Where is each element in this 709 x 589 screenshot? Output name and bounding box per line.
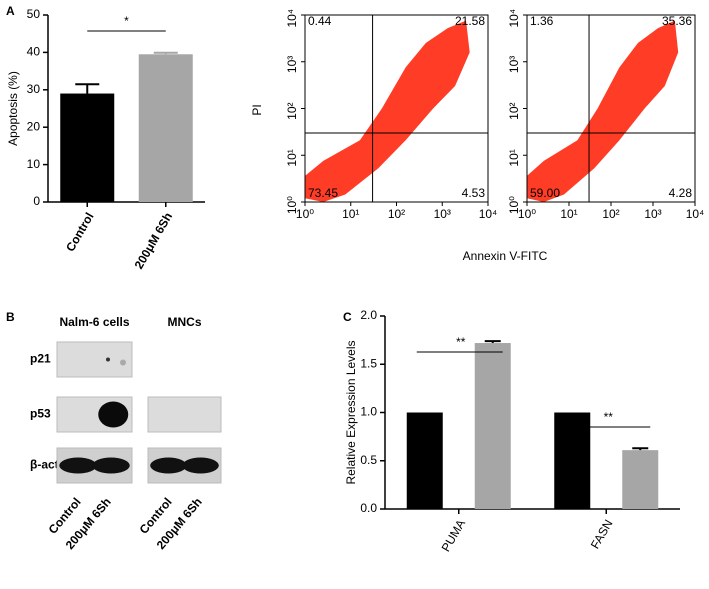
x-tick-label: 10³ bbox=[434, 207, 451, 221]
error-bar bbox=[75, 83, 100, 94]
y-axis-label: PI bbox=[250, 104, 264, 115]
quadrant-percent: 21.58 bbox=[455, 14, 485, 28]
significance-label: ** bbox=[604, 410, 614, 424]
x-tick-label: 10⁴ bbox=[686, 207, 705, 221]
event-cloud bbox=[527, 20, 679, 202]
y-tick-label: 10⁰ bbox=[507, 196, 521, 214]
y-tick-label: 1.0 bbox=[360, 405, 377, 419]
quadrant-percent: 4.53 bbox=[462, 186, 486, 200]
y-tick-label: 10⁴ bbox=[285, 9, 299, 28]
bar bbox=[406, 412, 443, 509]
blot-band bbox=[98, 401, 129, 428]
y-tick-label: 10⁴ bbox=[507, 9, 521, 28]
y-axis-label: Relative Expression Levels bbox=[344, 340, 358, 484]
bar bbox=[60, 93, 115, 202]
panel-letter: C bbox=[343, 310, 352, 324]
y-tick-label: 10² bbox=[507, 102, 521, 119]
y-tick-label: 10¹ bbox=[507, 149, 521, 166]
y-tick-label: 10³ bbox=[285, 56, 299, 73]
blot-band bbox=[150, 457, 187, 474]
quadrant-percent: 0.44 bbox=[308, 14, 332, 28]
blot-band bbox=[120, 359, 126, 366]
x-tick-label: 10¹ bbox=[560, 207, 577, 221]
bar bbox=[474, 343, 511, 509]
blot-group-label: MNCs bbox=[167, 315, 201, 329]
bar bbox=[622, 450, 659, 509]
x-tick-label: 10¹ bbox=[342, 207, 359, 221]
error-bar bbox=[153, 51, 178, 55]
blot-panel bbox=[147, 396, 222, 433]
y-tick-label: 30 bbox=[27, 82, 41, 96]
y-tick-label: 1.5 bbox=[360, 356, 377, 370]
bar bbox=[554, 412, 591, 509]
panel-letter: B bbox=[6, 310, 15, 324]
x-tick-label: PUMA bbox=[439, 517, 468, 554]
x-tick-label: 200μM 6Sh bbox=[132, 210, 175, 271]
blot-group-label: Nalm-6 cells bbox=[59, 315, 129, 329]
x-tick-label: 10⁰ bbox=[518, 207, 536, 221]
blot-row-label: p53 bbox=[30, 407, 51, 421]
quadrant-percent: 35.36 bbox=[662, 14, 692, 28]
quadrant-percent: 4.28 bbox=[669, 186, 693, 200]
y-tick-label: 20 bbox=[27, 119, 41, 133]
y-tick-label: 40 bbox=[27, 45, 41, 59]
x-axis-label: Annexin V-FITC bbox=[463, 249, 548, 263]
y-tick-label: 10 bbox=[27, 157, 41, 171]
x-tick-label: 10² bbox=[602, 207, 619, 221]
x-tick-label: 10³ bbox=[644, 207, 661, 221]
x-tick-label: 10⁰ bbox=[296, 207, 314, 221]
x-tick-label: 10² bbox=[388, 207, 405, 221]
event-cloud bbox=[305, 20, 470, 202]
quadrant-percent: 1.36 bbox=[530, 14, 554, 28]
y-tick-label: 10¹ bbox=[285, 149, 299, 166]
significance-label: ** bbox=[456, 335, 466, 349]
blot-row-label: p21 bbox=[30, 352, 51, 366]
y-tick-label: 10³ bbox=[507, 56, 521, 73]
y-axis-label: Apoptosis (%) bbox=[6, 71, 20, 146]
y-tick-label: 10² bbox=[285, 102, 299, 119]
bar bbox=[138, 54, 193, 202]
x-tick-label: FASN bbox=[588, 517, 616, 551]
y-tick-label: 50 bbox=[27, 7, 41, 21]
y-tick-label: 0.0 bbox=[360, 501, 377, 515]
blot-band bbox=[59, 457, 97, 474]
y-tick-label: 2.0 bbox=[360, 308, 377, 322]
y-tick-label: 10⁰ bbox=[285, 196, 299, 214]
y-tick-label: 0 bbox=[33, 194, 40, 208]
y-tick-label: 0.5 bbox=[360, 453, 377, 467]
error-bar bbox=[484, 340, 501, 344]
blot-band bbox=[92, 457, 130, 474]
blot-band bbox=[182, 457, 219, 474]
error-bar bbox=[632, 447, 649, 451]
blot-panel bbox=[56, 341, 133, 378]
significance-label: * bbox=[124, 14, 129, 28]
x-tick-label: Control bbox=[63, 210, 96, 254]
quadrant-percent: 59.00 bbox=[530, 186, 560, 200]
blot-band bbox=[106, 357, 110, 362]
quadrant-percent: 73.45 bbox=[308, 186, 338, 200]
panel-letter: A bbox=[6, 4, 15, 18]
x-tick-label: 10⁴ bbox=[479, 207, 498, 221]
